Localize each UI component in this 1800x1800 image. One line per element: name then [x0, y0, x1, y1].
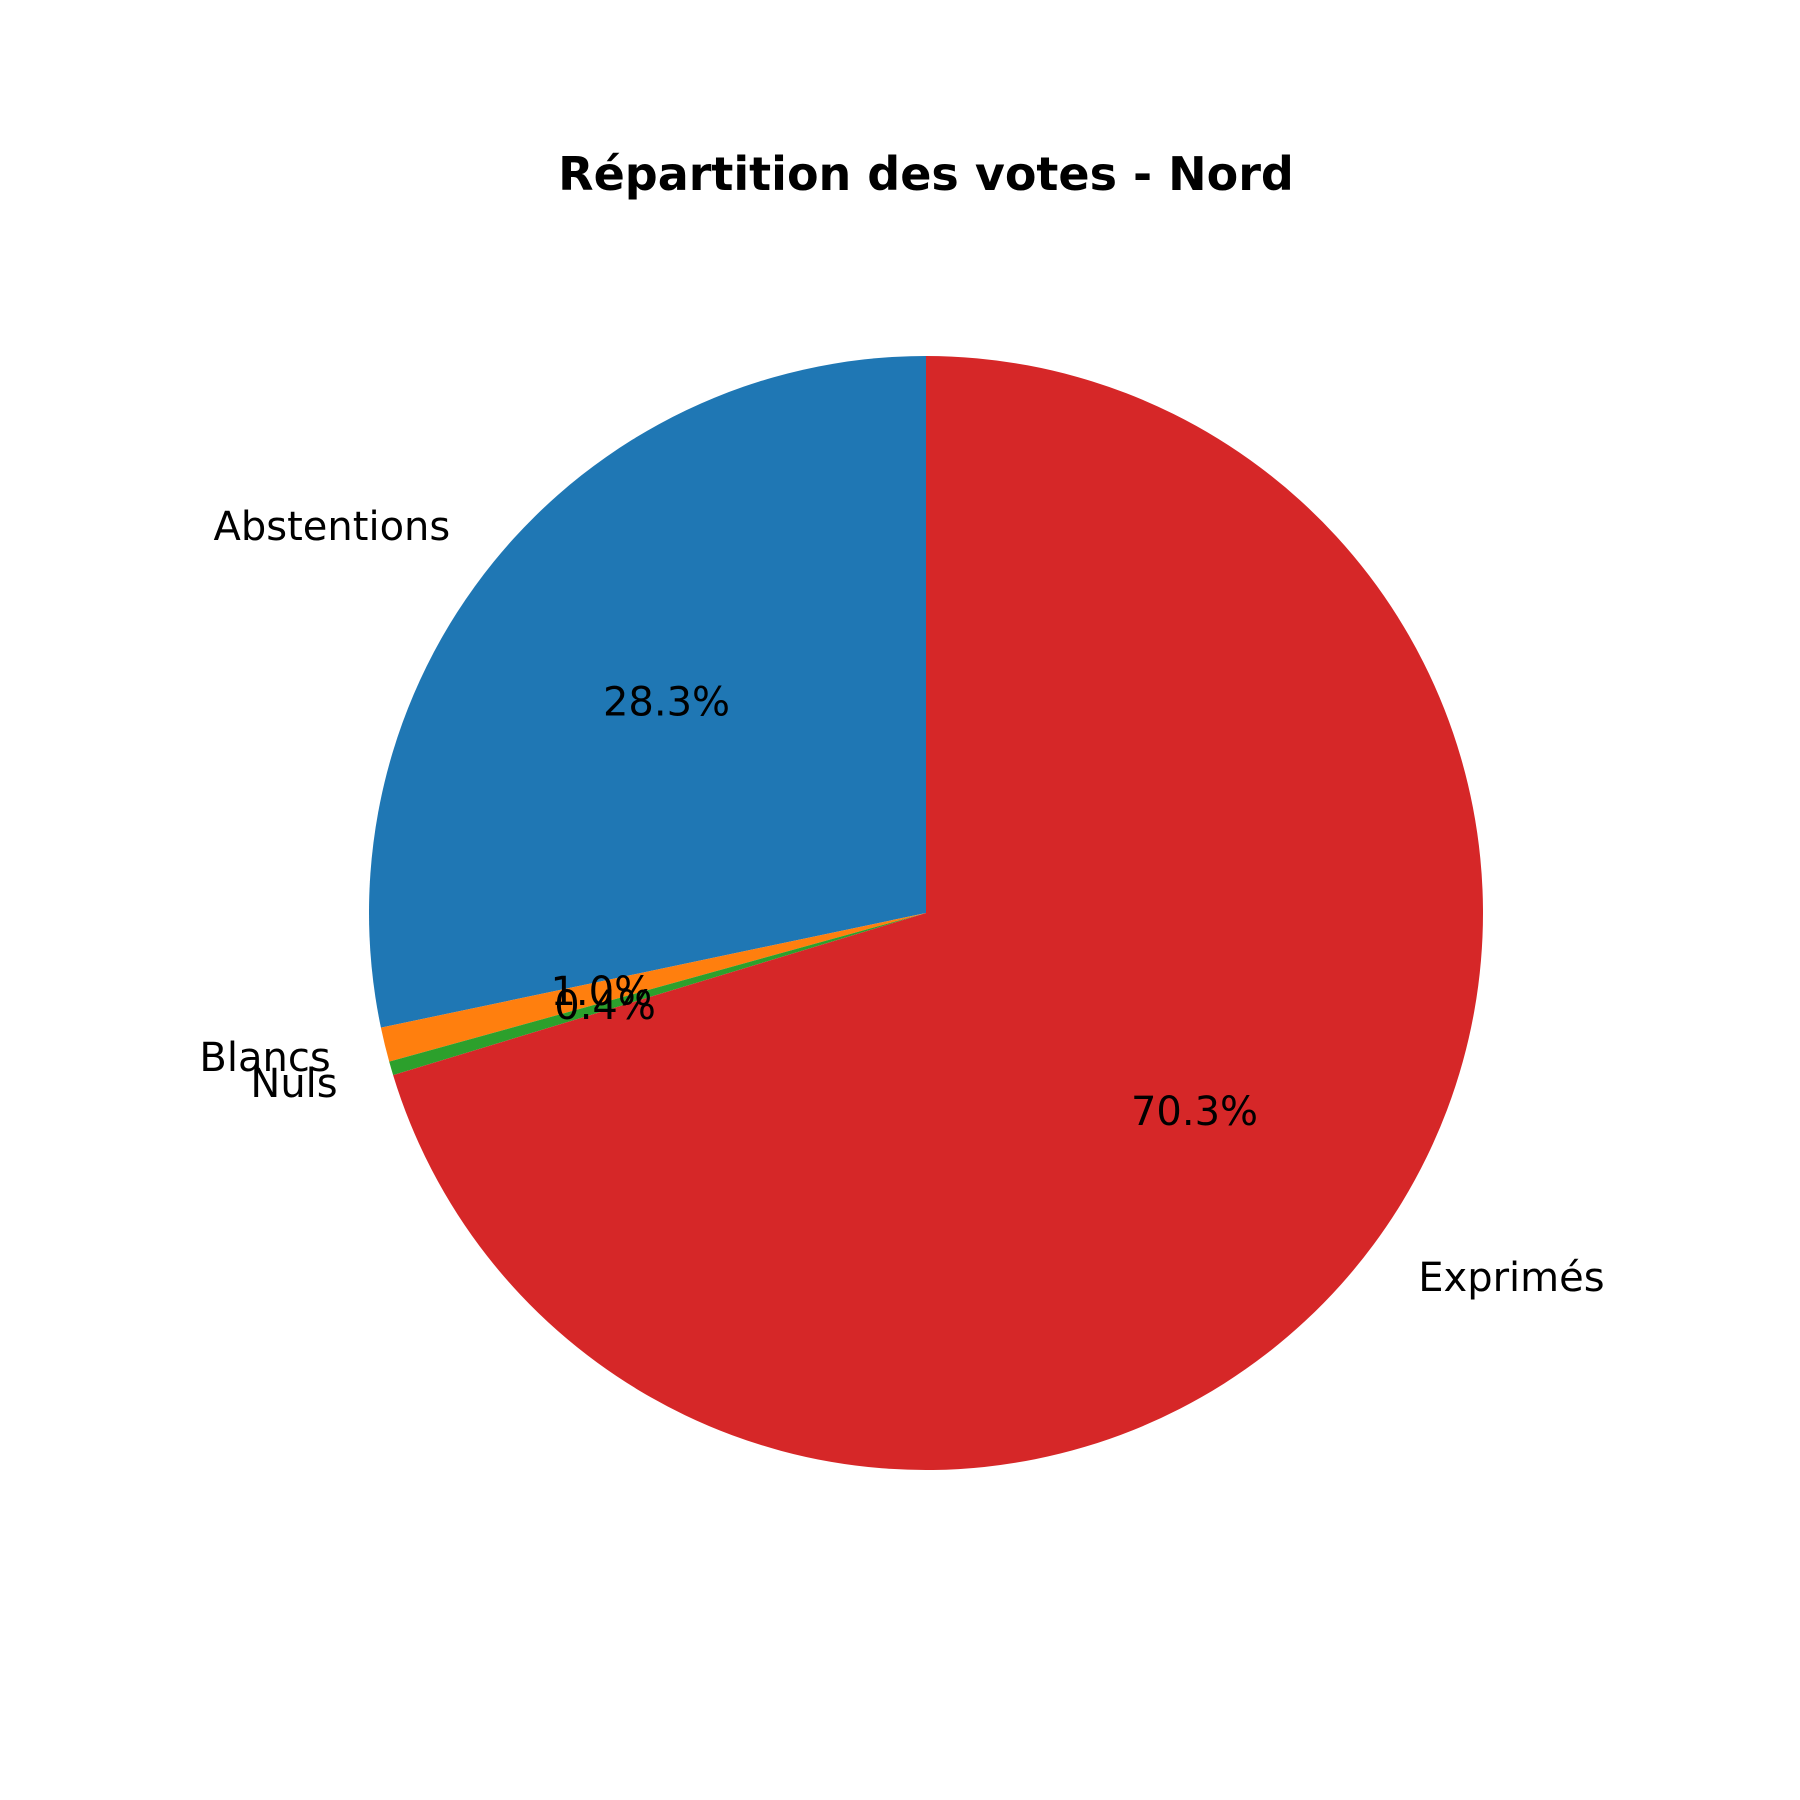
pie-slices: [368, 356, 1484, 1471]
slice-label-exprimes: Exprimés: [1418, 1255, 1604, 1301]
pct-label-nuls: 0.4%: [554, 983, 656, 1029]
pie-slice-abstentions: [368, 356, 927, 1028]
pct-label-blancs: 1.0%: [550, 969, 652, 1015]
slice-label-blancs: Blancs: [199, 1035, 330, 1081]
pct-label-exprimes: 70.3%: [1131, 1089, 1258, 1135]
pie-slice-nuls: [389, 913, 926, 1076]
chart-title: Répartition des votes - Nord: [558, 147, 1294, 201]
slice-label-nuls: Nuls: [250, 1061, 337, 1107]
pie-slice-exprimes: [393, 356, 1484, 1471]
slice-label-abstentions: Abstentions: [214, 504, 451, 550]
pct-label-abstentions: 28.3%: [603, 679, 730, 725]
pie-labels: Abstentions 28.3% Blancs 1.0% Nuls 0.4% Exprim…: [199, 504, 1604, 1301]
pie-slice-blancs: [380, 913, 927, 1062]
